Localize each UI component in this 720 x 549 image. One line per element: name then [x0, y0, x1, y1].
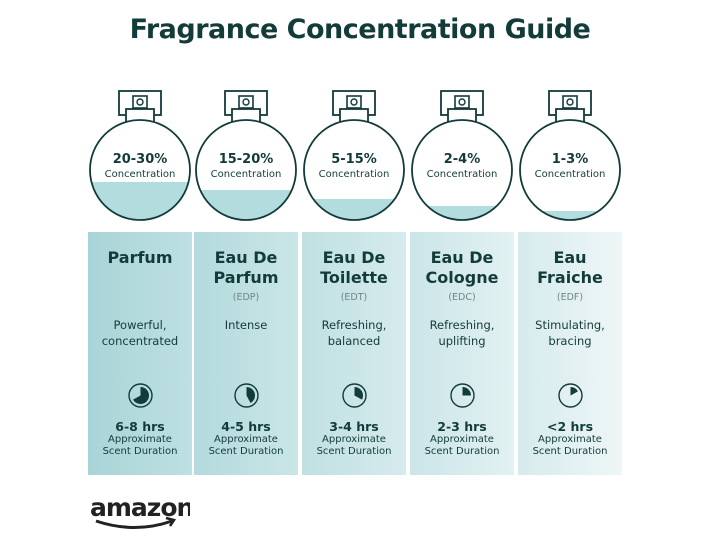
concentration-column: 2-4% Concentration Eau De Cologne (EDC) R…	[410, 85, 514, 475]
type-description: Stimulating, bracing	[535, 318, 605, 348]
perfume-bottle-icon: 15-20% Concentration	[195, 90, 297, 221]
concentration-percent: 5-15%	[331, 152, 377, 167]
perfume-bottle-icon: 20-30% Concentration	[89, 90, 191, 221]
perfume-bottle-icon: 1-3% Concentration	[519, 90, 621, 221]
type-description: Powerful, concentrated	[101, 318, 179, 348]
concentration-column: 1-3% Concentration Eau Fraiche (EDF) Stim…	[518, 85, 622, 475]
concentration-column: 20-30% Concentration Parfum Powerful, con…	[88, 85, 192, 475]
type-name: Eau De Toilette	[320, 248, 388, 287]
concentration-label: Concentration	[211, 169, 282, 180]
clock-icon	[128, 383, 153, 408]
scent-duration: 4-5 hrs Approximate Scent Duration	[194, 419, 298, 458]
concentration-percent: 2-4%	[444, 152, 481, 167]
scent-duration: 2-3 hrs Approximate Scent Duration	[410, 419, 514, 458]
perfume-bottle-icon: 2-4% Concentration	[411, 90, 513, 221]
type-name: Parfum	[107, 248, 173, 267]
clock-icon	[450, 383, 475, 408]
concentration-percent: 15-20%	[219, 152, 274, 167]
duration-hours: 2-3 hrs	[437, 419, 487, 434]
clock-icon	[558, 383, 583, 408]
concentration-label: Concentration	[105, 169, 176, 180]
concentration-column: 5-15% Concentration Eau De Toilette (EDT)…	[302, 85, 406, 475]
type-name: Eau De Cologne	[425, 248, 499, 287]
svg-text:amazon: amazon	[90, 494, 190, 522]
type-abbreviation: (EDT)	[340, 292, 368, 303]
duration-hours: <2 hrs	[546, 419, 594, 434]
amazon-logo: amazon	[90, 494, 190, 529]
clock-icon	[342, 383, 367, 408]
scent-duration: 6-8 hrs Approximate Scent Duration	[88, 419, 192, 458]
concentration-label: Concentration	[319, 169, 390, 180]
type-abbreviation: (EDP)	[232, 292, 260, 303]
type-panel: Eau De Parfum (EDP) Intense 4-5 hrs Appro…	[194, 232, 298, 475]
clock-wedge	[133, 387, 150, 404]
type-panel: Eau De Cologne (EDC) Refreshing, uplifting…	[410, 232, 514, 475]
liquid-level	[412, 206, 512, 220]
type-abbreviation: (EDC)	[448, 292, 476, 303]
duration-hours: 6-8 hrs	[115, 419, 165, 434]
clock-wedge	[354, 387, 363, 400]
concentration-label: Concentration	[535, 169, 606, 180]
concentration-column: 15-20% Concentration Eau De Parfum (EDP) …	[194, 85, 298, 475]
type-description: Refreshing, uplifting	[429, 318, 495, 348]
concentration-percent: 20-30%	[113, 152, 168, 167]
clock-wedge	[462, 387, 471, 396]
page-title: Fragrance Concentration Guide	[129, 14, 591, 45]
type-panel: Parfum Powerful, concentrated 6-8 hrs App…	[88, 232, 192, 475]
concentration-percent: 1-3%	[552, 152, 589, 167]
type-abbreviation: (EDF)	[556, 292, 584, 303]
clock-icon	[234, 383, 259, 408]
duration-hours: 3-4 hrs	[329, 419, 379, 434]
type-panel: Eau De Toilette (EDT) Refreshing, balanced…	[302, 232, 406, 475]
type-name: Eau De Parfum	[213, 248, 279, 287]
liquid-level	[520, 211, 620, 220]
type-panel: Eau Fraiche (EDF) Stimulating, bracing <2 …	[518, 232, 622, 475]
type-abbreviation	[88, 292, 192, 304]
liquid-level	[304, 199, 404, 220]
type-description: Refreshing, balanced	[321, 318, 387, 348]
scent-duration: 3-4 hrs Approximate Scent Duration	[302, 419, 406, 458]
clock-wedge	[570, 387, 578, 396]
duration-hours: 4-5 hrs	[221, 419, 271, 434]
clock-wedge	[246, 387, 255, 403]
concentration-label: Concentration	[427, 169, 498, 180]
scent-duration: <2 hrs Approximate Scent Duration	[518, 419, 622, 458]
perfume-bottle-icon: 5-15% Concentration	[303, 90, 405, 221]
type-description: Intense	[224, 318, 268, 332]
type-name: Eau Fraiche	[537, 248, 603, 287]
